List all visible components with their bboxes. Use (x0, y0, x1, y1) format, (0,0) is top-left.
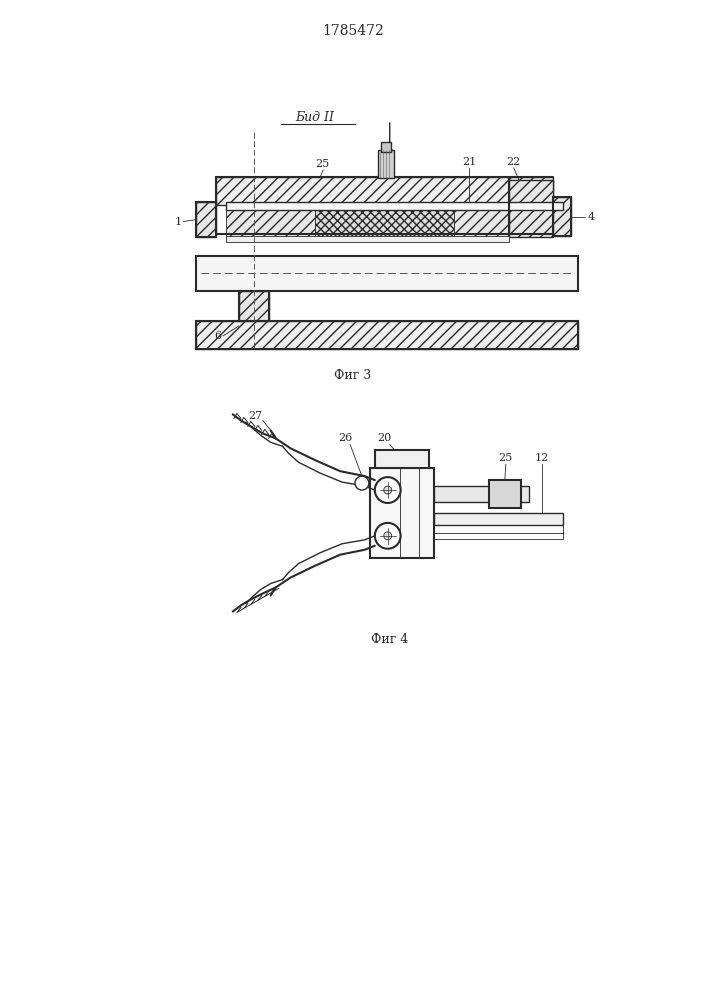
Bar (197, 256, 578, 291)
Bar (489, 480, 520, 508)
Circle shape (375, 523, 401, 549)
Text: 25: 25 (498, 453, 513, 463)
Bar (434, 486, 529, 502)
Text: 1785472: 1785472 (322, 24, 384, 38)
Bar (197, 202, 216, 237)
Circle shape (355, 476, 369, 490)
Bar (554, 197, 571, 236)
Bar (197, 202, 216, 237)
Bar (216, 177, 509, 234)
Bar (226, 236, 509, 242)
Text: Фиг 3: Фиг 3 (334, 369, 372, 382)
Text: 12: 12 (534, 453, 549, 463)
Bar (434, 513, 563, 525)
Bar (454, 205, 509, 239)
Text: 27: 27 (249, 411, 263, 421)
Text: 1: 1 (174, 217, 182, 227)
Text: 26: 26 (338, 433, 352, 443)
Bar (197, 321, 578, 349)
Text: 21: 21 (462, 157, 477, 167)
Text: Фиг 4: Фиг 4 (371, 633, 409, 646)
Bar (226, 205, 315, 239)
Circle shape (375, 477, 401, 503)
Bar (378, 150, 394, 178)
Circle shape (384, 532, 392, 540)
Bar (370, 468, 434, 558)
Text: 25: 25 (315, 159, 329, 169)
Bar (315, 205, 454, 239)
Bar (216, 177, 554, 205)
Bar (381, 142, 391, 152)
Bar (375, 450, 429, 468)
Bar (554, 197, 571, 236)
Text: 6: 6 (214, 331, 221, 341)
Bar (197, 321, 578, 349)
Text: 20: 20 (378, 433, 392, 443)
Bar (239, 291, 269, 321)
Circle shape (384, 486, 392, 494)
Bar (509, 180, 554, 237)
Bar (226, 202, 563, 210)
Text: 4: 4 (588, 212, 595, 222)
Bar (434, 525, 563, 539)
Text: Бид II: Бид II (296, 111, 334, 124)
Text: 22: 22 (507, 157, 521, 167)
Bar (239, 291, 269, 321)
